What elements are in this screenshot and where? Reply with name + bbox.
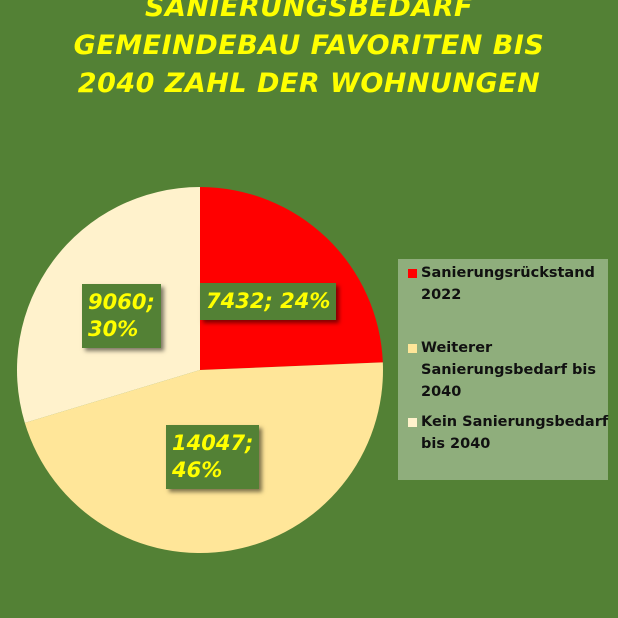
legend: Sanierungsrückstand 2022 Weiterer Sanier… <box>398 259 608 480</box>
pie-slice-1 <box>200 187 383 370</box>
chart-title: SANIERUNGSBEDARF GEMEINDEBAU FAVORITEN B… <box>0 0 618 103</box>
title-line-1: SANIERUNGSBEDARF <box>145 0 473 23</box>
data-label-slice-3: 9060; 30% <box>82 284 161 348</box>
legend-item-3: Kein Sanierungsbedarf bis 2040 <box>408 411 616 455</box>
legend-label: Weiterer Sanierungsbedarf bis 2040 <box>421 340 597 400</box>
legend-item-2: Weiterer Sanierungsbedarf bis 2040 <box>408 337 616 403</box>
data-label-slice-2: 14047; 46% <box>166 425 260 489</box>
title-line-3: 2040 ZAHL DER WOHNUNGEN <box>77 68 541 99</box>
legend-item-1: Sanierungsrückstand 2022 <box>408 262 616 306</box>
legend-swatch-yellow <box>408 344 417 353</box>
legend-swatch-cream <box>408 418 417 427</box>
legend-swatch-red <box>408 269 417 278</box>
data-label-slice-1: 7432; 24% <box>200 283 337 320</box>
legend-label: Sanierungsrückstand 2022 <box>421 265 595 303</box>
title-line-2: GEMEINDEBAU FAVORITEN BIS <box>73 30 545 61</box>
legend-label: Kein Sanierungsbedarf bis 2040 <box>421 414 609 452</box>
